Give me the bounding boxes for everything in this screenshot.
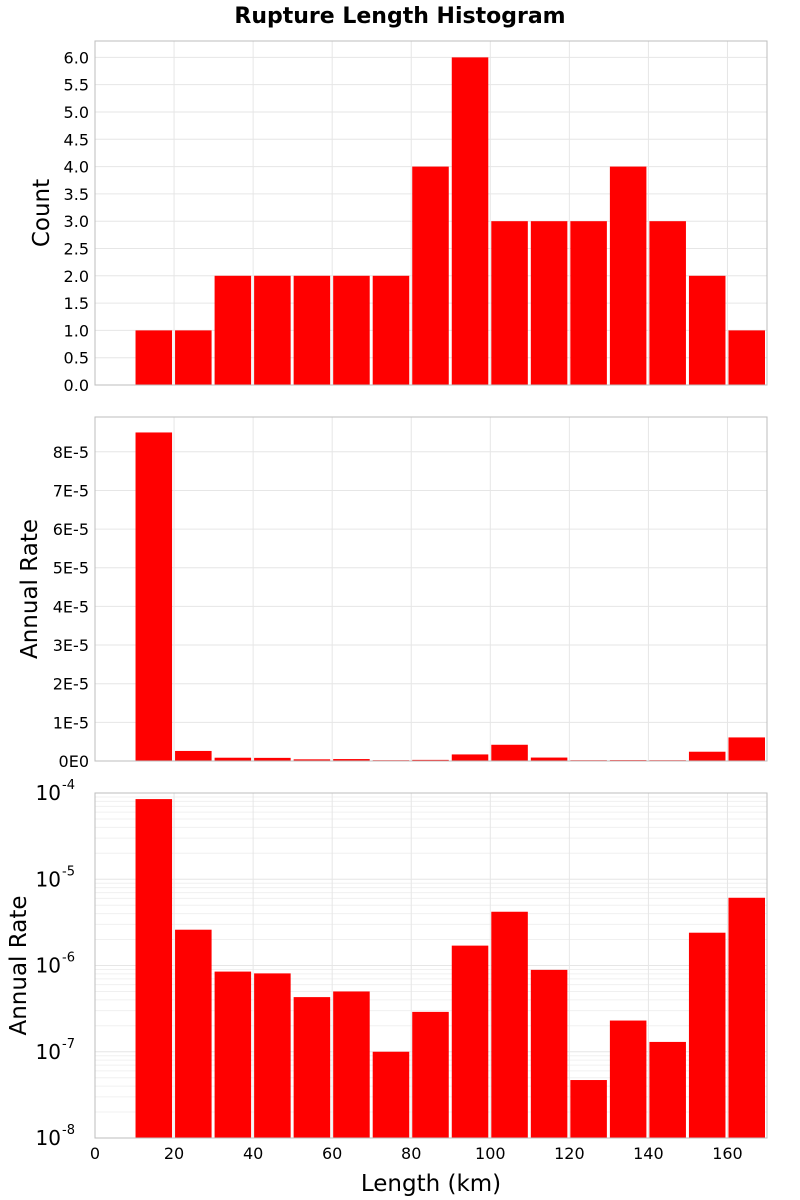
histogram-bar	[175, 750, 212, 761]
histogram-bar	[530, 757, 568, 761]
y-tick-exponent: -4	[62, 778, 75, 793]
histogram-bar	[293, 275, 331, 385]
annual-rate-linear-panel: 0E0 1E-5 2E-5 3E-5 4E-5 5E-5 6E-5 7E-5 8E-5 Annua…	[17, 416, 768, 771]
x-tick-label: 100	[475, 1144, 506, 1163]
y-tick-label: 6.0	[64, 48, 89, 67]
y-tick-label: 2E-5	[53, 675, 89, 694]
y-tick-label: 3.5	[64, 185, 89, 204]
y-tick-label: 5.0	[64, 103, 89, 122]
histogram-bar	[609, 1020, 647, 1138]
x-axis-label: Length (km)	[361, 1171, 501, 1197]
y-tick-exponent: -8	[62, 1123, 75, 1138]
y-tick-label: 4.0	[64, 158, 89, 177]
histogram-bar	[214, 275, 252, 385]
y-tick-label: 2.0	[64, 267, 89, 286]
histogram-bar	[451, 57, 489, 385]
count-histogram-panel: 0.0 0.5 1.0 1.5 2.0 2.5 3.0 3.5 4.0 4.5 5.0 5.5 6.0 C…	[29, 40, 768, 395]
histogram-bar	[135, 432, 173, 761]
y-tick-label: 10	[36, 954, 61, 978]
y-tick-label: 8E-5	[53, 443, 89, 462]
plot-frame	[94, 416, 768, 762]
histogram-bar	[530, 221, 568, 385]
histogram-bar	[412, 1011, 449, 1138]
y-tick-label: 4.5	[64, 130, 89, 149]
histogram-bar	[333, 759, 370, 761]
histogram-bar	[530, 969, 568, 1138]
x-tick-label: 20	[164, 1144, 184, 1163]
y-tick-label: 7E-5	[53, 481, 89, 500]
histogram-bar	[688, 932, 726, 1138]
y-axis-label: Annual Rate	[6, 896, 32, 1036]
chart-title: Rupture Length Histogram	[234, 4, 565, 29]
histogram-bar	[333, 275, 370, 385]
y-tick-label: 2.5	[64, 239, 89, 258]
histogram-bar	[649, 221, 686, 385]
x-tick-label: 0	[90, 1144, 100, 1163]
histogram-bar	[372, 275, 410, 385]
y-tick-label: 10	[36, 1126, 61, 1150]
y-tick-exponent: -6	[62, 951, 75, 966]
histogram-bar	[451, 945, 489, 1138]
y-tick-label: 5E-5	[53, 559, 89, 578]
histogram-bar	[491, 221, 528, 385]
y-tick-label: 10	[36, 781, 61, 805]
histogram-bar	[609, 166, 647, 385]
histogram-bar	[412, 759, 449, 761]
y-tick-exponent: -7	[62, 1037, 75, 1052]
histogram-bar	[135, 799, 173, 1138]
x-tick-label: 120	[554, 1144, 585, 1163]
y-tick-label: 1.5	[64, 294, 89, 313]
y-tick-label: 10	[36, 1040, 61, 1064]
x-tick-label: 60	[322, 1144, 342, 1163]
y-tick-label: 1E-5	[53, 713, 89, 732]
histogram-bar	[293, 997, 331, 1138]
plot-frame	[94, 792, 768, 1139]
histogram-bar	[491, 744, 528, 761]
histogram-bar	[412, 166, 449, 385]
histogram-bar	[570, 1080, 607, 1138]
x-tick-label: 40	[243, 1144, 263, 1163]
histogram-bar	[570, 221, 607, 385]
histogram-bar	[254, 275, 291, 385]
histogram-bar	[372, 1051, 410, 1138]
histogram-bar	[214, 757, 252, 761]
histogram-bar	[688, 275, 726, 385]
y-tick-label: 0.0	[64, 376, 89, 395]
x-tick-label: 160	[712, 1144, 743, 1163]
y-axis-label: Count	[29, 179, 55, 247]
x-tick-label: 80	[401, 1144, 421, 1163]
plot-frame	[94, 40, 768, 386]
y-tick-label: 4E-5	[53, 597, 89, 616]
y-tick-label: 5.5	[64, 76, 89, 95]
y-axis-label: Annual Rate	[17, 519, 43, 659]
histogram-bar	[293, 759, 331, 761]
histogram-bar	[688, 751, 726, 761]
histogram-bar	[451, 754, 489, 761]
histogram-bar	[728, 897, 765, 1138]
histogram-bar	[491, 911, 528, 1138]
y-tick-label: 10	[36, 867, 61, 891]
histogram-bar	[333, 991, 370, 1138]
histogram-bar	[728, 330, 765, 385]
histogram-bar	[214, 971, 252, 1138]
histogram-bar	[728, 737, 765, 761]
histogram-bar	[254, 973, 291, 1138]
histogram-bar	[649, 1041, 686, 1138]
histogram-bar	[175, 929, 212, 1138]
y-tick-label: 3E-5	[53, 636, 89, 655]
x-tick-label: 140	[633, 1144, 664, 1163]
y-tick-label: 0E0	[59, 752, 89, 771]
y-tick-label: 3.0	[64, 212, 89, 231]
histogram-bar	[135, 330, 173, 385]
y-tick-label: 0.5	[64, 349, 89, 368]
histogram-bar	[175, 330, 212, 385]
y-tick-exponent: -5	[62, 864, 75, 879]
y-tick-label: 1.0	[64, 321, 89, 340]
histogram-bar	[254, 757, 291, 761]
y-tick-label: 6E-5	[53, 520, 89, 539]
